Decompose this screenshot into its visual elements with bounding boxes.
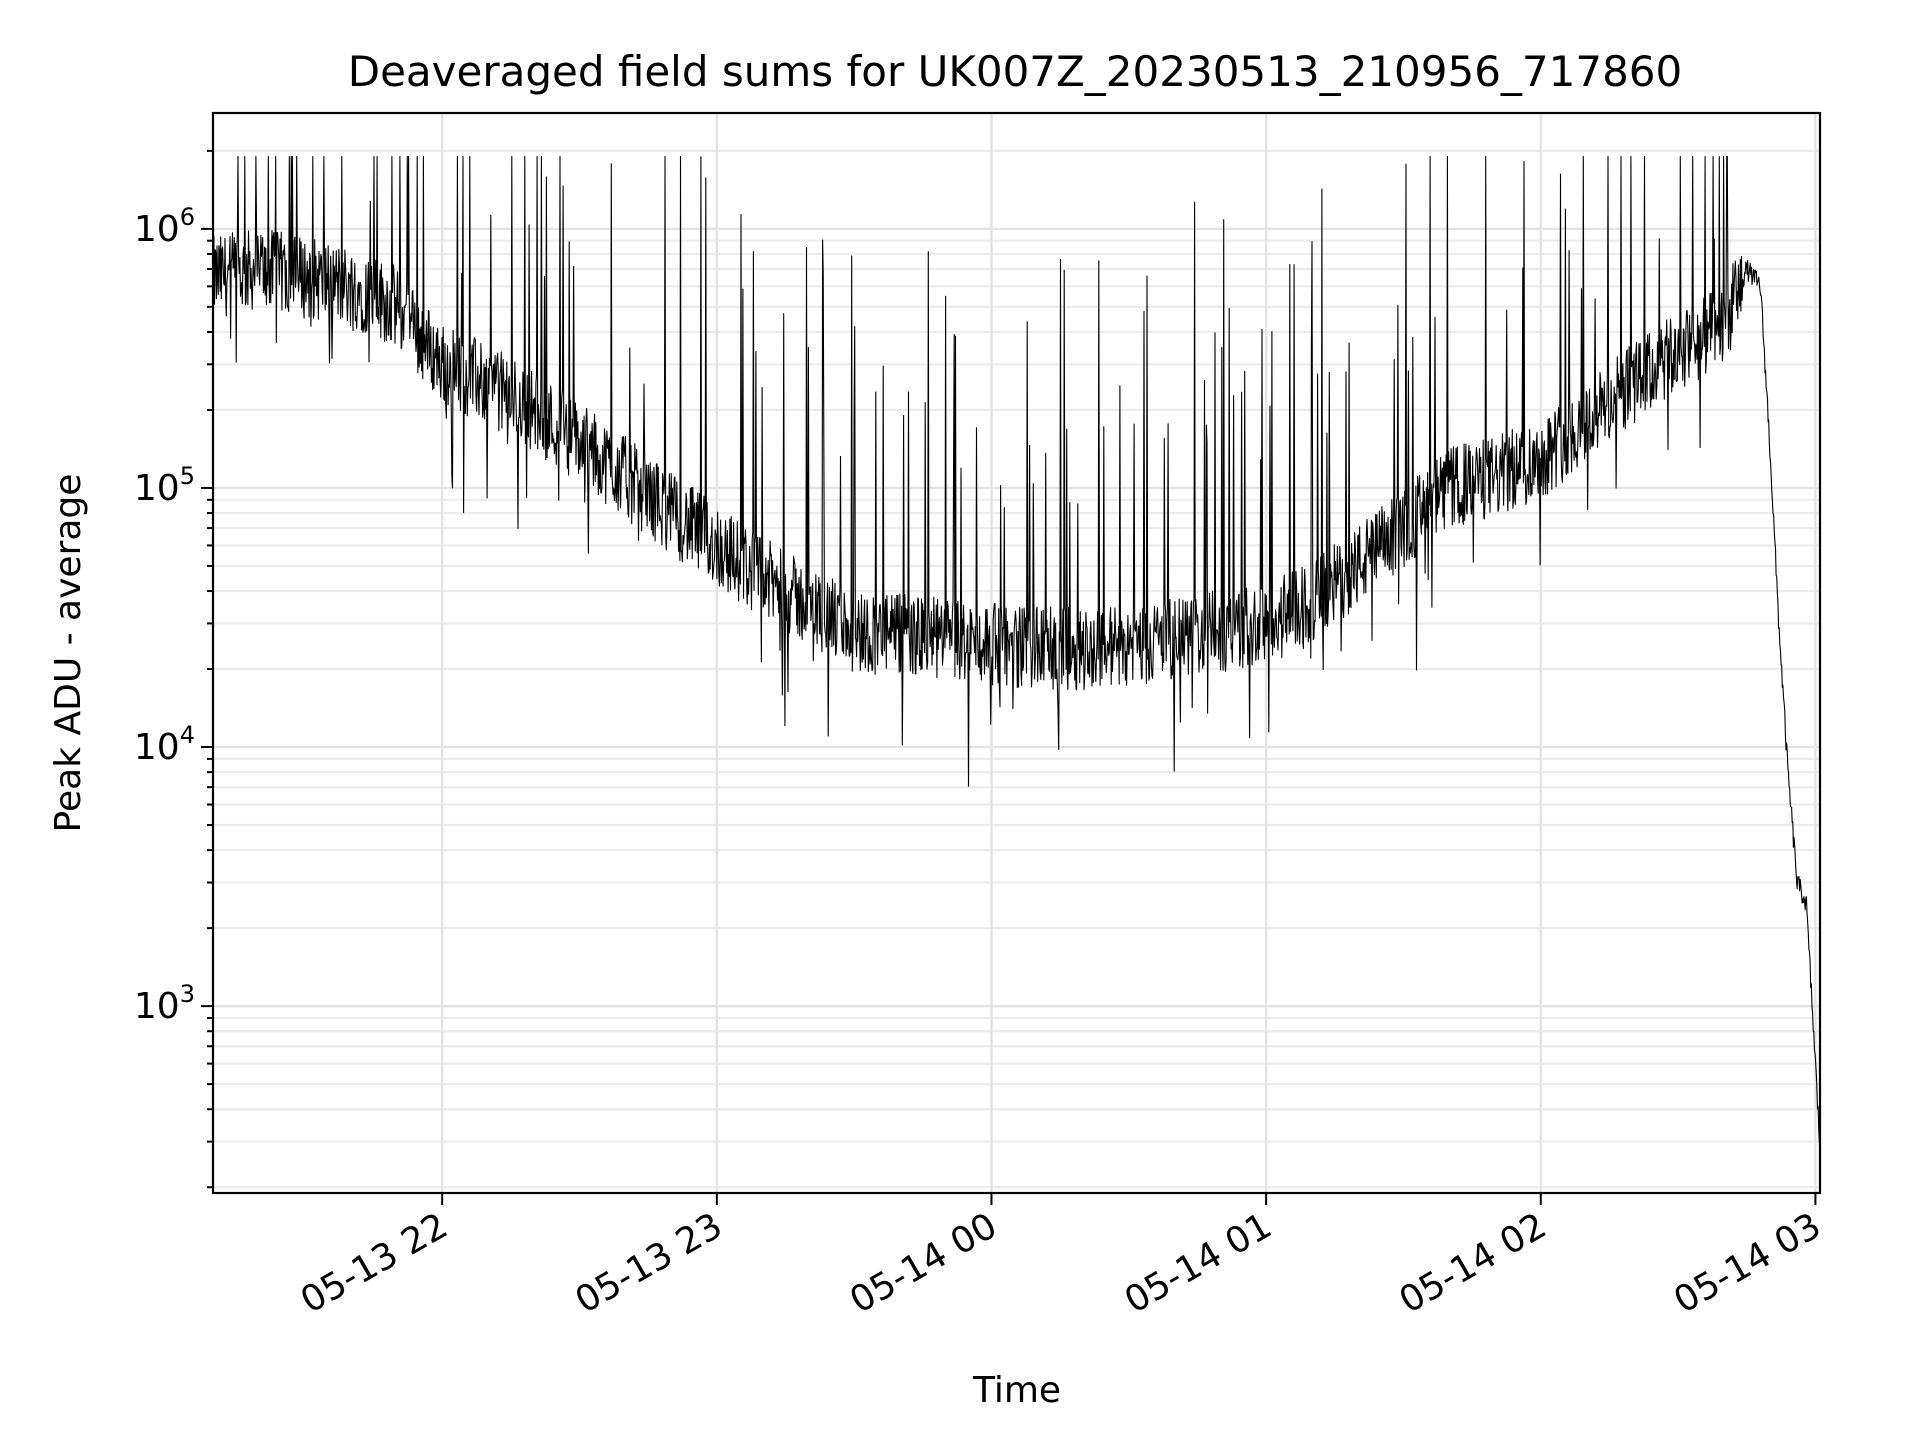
x-axis-label: Time [972,1370,1061,1411]
chart-title: Deaveraged field sums for UK007Z_2023051… [348,47,1683,96]
y-tick-label: 103 [134,980,195,1027]
y-tick-label: 106 [134,203,195,250]
y-tick-label: 104 [134,721,195,768]
y-axis-label: Peak ADU - average [48,474,89,833]
series-layer [212,156,1821,1156]
y-tick-label: 105 [134,462,195,509]
plot-frame [211,111,1822,1195]
series-line [212,156,1821,1156]
